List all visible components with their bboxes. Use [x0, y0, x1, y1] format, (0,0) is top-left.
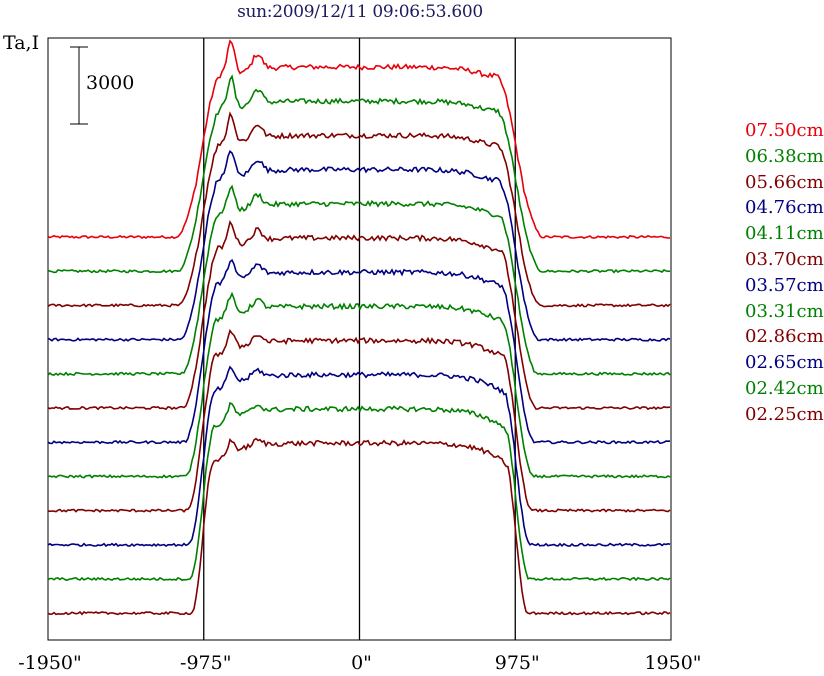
legend-entry: 02.86cm — [745, 326, 824, 348]
legend-entry: 02.65cm — [745, 352, 824, 374]
series-line — [47, 328, 671, 513]
x-tick-label: 975" — [494, 652, 540, 674]
series-line — [47, 111, 671, 308]
chart-title: sun:2009/12/11 09:06:53.600 — [237, 2, 483, 22]
legend-entry: 02.25cm — [745, 403, 824, 425]
series-line — [47, 365, 671, 548]
x-tick-label: 1950" — [644, 652, 702, 674]
scale-bar — [70, 46, 88, 125]
series-line — [47, 149, 671, 342]
legend: 07.50cm 06.38cm 05.66cm 04.76cm 04.11cm 03.70… — [745, 122, 824, 432]
scale-bar-label: 3000 — [86, 72, 135, 94]
legend-entry: 03.57cm — [745, 274, 824, 296]
series-line — [47, 74, 671, 274]
legend-entry: 07.50cm — [745, 120, 824, 141]
legend-entry: 04.11cm — [745, 223, 824, 245]
series-line — [47, 219, 671, 411]
series-line — [47, 437, 671, 616]
legend-entry: 06.38cm — [745, 145, 824, 167]
x-tick-label: -975" — [180, 652, 232, 674]
series-line — [47, 291, 671, 479]
legend-entry: 02.42cm — [745, 377, 824, 399]
legend-entry: 03.31cm — [745, 300, 824, 322]
series-line — [47, 258, 671, 445]
series-line — [47, 401, 671, 582]
legend-entry: 03.70cm — [745, 248, 824, 270]
x-tick-label: -1950" — [18, 652, 82, 674]
legend-entry: 04.76cm — [745, 197, 824, 219]
x-tick-label: 0" — [351, 652, 372, 674]
series-line — [47, 39, 671, 240]
y-axis-label: Ta,I — [3, 32, 40, 54]
series-line — [47, 184, 671, 377]
legend-entry: 05.66cm — [745, 171, 824, 193]
